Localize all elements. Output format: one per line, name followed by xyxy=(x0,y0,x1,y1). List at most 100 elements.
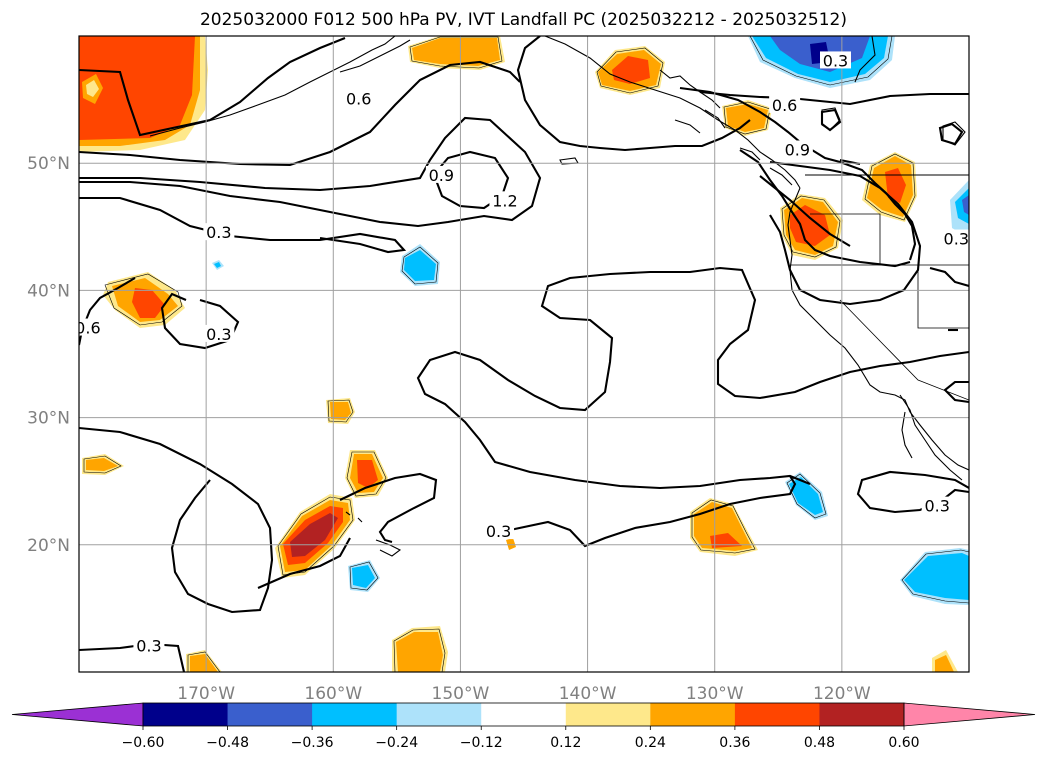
pv-contour-line xyxy=(339,472,438,544)
positive-anomaly-shading xyxy=(412,38,500,66)
shading-outline xyxy=(187,651,221,672)
negative-anomaly-shading xyxy=(214,262,221,268)
contour-label: 0.6 xyxy=(346,90,371,109)
lon-tick-label: 120°W xyxy=(813,684,871,704)
shading-outlines xyxy=(83,36,969,672)
pv-contour-line xyxy=(699,90,969,106)
colorbar-tick-label: 0.12 xyxy=(550,735,581,751)
contour-label: 0.9 xyxy=(785,140,810,159)
lat-tick-label: 30°N xyxy=(27,409,70,429)
colorbar-tick-label: −0.60 xyxy=(122,735,165,751)
colorbar-segment xyxy=(312,703,398,726)
map-background xyxy=(79,36,969,672)
positive-anomaly-shading xyxy=(710,533,742,548)
positive-anomaly-shading xyxy=(330,402,351,420)
lon-tick-label: 150°W xyxy=(432,684,490,704)
shading-outline xyxy=(401,246,439,285)
shading-outline xyxy=(723,101,771,135)
map-title: 2025032000 F012 500 hPa PV, IVT Landfall… xyxy=(199,10,847,30)
colorbar-tick-label: 0.60 xyxy=(888,735,919,751)
colorbar-segment xyxy=(396,703,482,726)
state-borders xyxy=(790,213,969,401)
colorbar-segment xyxy=(734,703,820,726)
colorbar-tick-label: −0.36 xyxy=(291,735,334,751)
pv-contour-line xyxy=(79,196,407,254)
latitude-tick-labels: 50°N 40°N 30°N 20°N xyxy=(27,154,70,556)
negative-anomaly-shading xyxy=(955,188,969,224)
pv-contour-line xyxy=(739,149,911,268)
contour-label: 0.9 xyxy=(429,166,454,185)
positive-anomaly-shading xyxy=(694,502,752,551)
positive-anomaly-shading xyxy=(86,458,118,471)
contour-label-background xyxy=(781,140,813,158)
lat-tick-label: 20°N xyxy=(27,536,70,556)
pv-contour-line xyxy=(820,108,842,132)
lon-tick-label: 130°W xyxy=(686,684,744,704)
positive-anomaly-shading xyxy=(290,513,338,557)
positive-anomaly-shading xyxy=(132,288,165,318)
contour-label-background xyxy=(79,318,104,336)
contour-label-background xyxy=(203,324,235,342)
shading-outline xyxy=(901,549,969,604)
positive-anomaly-shading xyxy=(885,168,906,203)
negative-anomaly-shading xyxy=(962,195,969,215)
contour-label-background xyxy=(133,636,165,654)
positive-anomaly-shading xyxy=(612,56,650,84)
us-west-coastline xyxy=(787,187,969,471)
positive-anomaly-shading xyxy=(935,655,954,672)
shading-outline xyxy=(864,153,916,221)
pv-contour-line xyxy=(769,160,922,306)
contour-label-background xyxy=(489,191,521,209)
lon-tick-label: 160°W xyxy=(304,684,362,704)
alaska-coastline xyxy=(544,36,801,189)
positive-anomaly-shading xyxy=(506,538,516,550)
aleutian-coastline xyxy=(339,39,411,73)
colorbar-segment xyxy=(819,703,905,726)
shading-outline xyxy=(83,455,122,474)
shading-outline xyxy=(349,561,379,591)
lat-tick-label: 50°N xyxy=(27,154,70,174)
contour-label: 0.3 xyxy=(486,522,511,541)
colorbar-tick-label: −0.12 xyxy=(460,735,503,751)
colorbar-tick-label: 0.36 xyxy=(719,735,750,751)
lon-tick-label: 170°W xyxy=(177,684,235,704)
lon-tick-label: 140°W xyxy=(559,684,617,704)
pv-contour-line xyxy=(79,37,346,137)
shading-outline xyxy=(786,473,827,519)
lat-tick-label: 40°N xyxy=(27,281,70,301)
colorbar: −0.60 −0.48 −0.36 −0.24 −0.12 0.12 0.24 0.36 0.4… xyxy=(11,702,1036,751)
colorbar-extend-max xyxy=(903,702,1036,727)
positive-anomaly-shading xyxy=(86,80,99,97)
colorbar-tick-label: 0.48 xyxy=(804,735,835,751)
contour-label: 1.2 xyxy=(492,191,517,210)
pv-contour-line xyxy=(79,426,274,614)
pv-contour-line xyxy=(257,537,351,589)
positive-anomaly-shading xyxy=(79,36,195,140)
contour-label-background xyxy=(203,223,235,241)
pv-contours xyxy=(79,36,969,672)
positive-anomaly-shading xyxy=(396,632,443,672)
pv-contour-line xyxy=(79,60,521,167)
hawaii-coastline xyxy=(345,511,402,557)
pv-contour-line xyxy=(929,266,969,288)
positive-anomaly-shading xyxy=(190,654,218,672)
shading-outline xyxy=(346,451,387,497)
shading-outline xyxy=(781,195,841,258)
pv-contour-line xyxy=(759,175,851,247)
pv-contour-line xyxy=(160,292,240,350)
colorbar-tick-label: −0.48 xyxy=(206,735,249,751)
sea-ice-coast xyxy=(854,36,876,83)
contour-label: 0.3 xyxy=(823,51,848,70)
contour-label-background xyxy=(769,95,801,113)
positive-anomaly-shading xyxy=(790,205,830,246)
negative-anomaly-shading xyxy=(904,553,969,600)
colorbar-segment xyxy=(481,703,567,726)
positive-anomaly-shading xyxy=(357,460,378,488)
pv-contour-line xyxy=(416,266,969,490)
shading-outline xyxy=(749,36,893,86)
contour-label-background xyxy=(483,522,515,540)
contour-label-background xyxy=(940,229,969,247)
baja-coastline xyxy=(899,394,963,481)
colorbar-segment xyxy=(143,703,229,726)
